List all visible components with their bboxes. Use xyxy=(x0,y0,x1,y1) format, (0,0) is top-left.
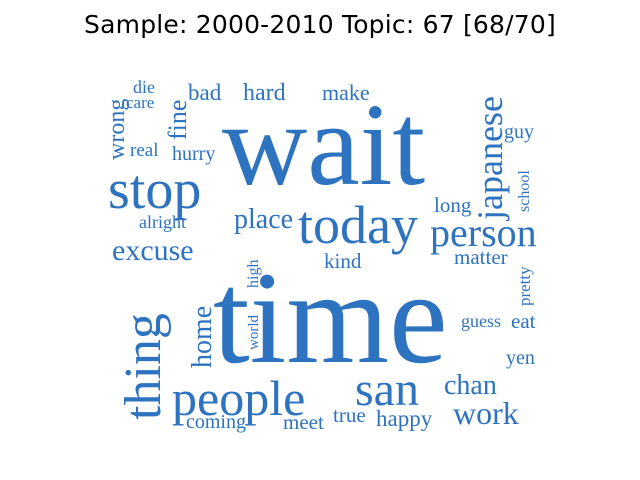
word-guy: guy xyxy=(504,121,534,143)
word-time: time xyxy=(213,244,448,391)
word-home: home xyxy=(187,306,218,368)
word-kind: kind xyxy=(324,249,362,273)
word-fine: fine xyxy=(163,100,192,140)
word-yen: yen xyxy=(506,347,535,369)
word-coming: coming xyxy=(186,411,246,433)
word-high: high xyxy=(245,260,262,288)
word-thing: thing xyxy=(115,313,172,420)
word-true: true xyxy=(333,403,366,427)
word-wait: wait xyxy=(222,79,425,210)
word-eat: eat xyxy=(511,309,536,333)
word-matter: matter xyxy=(454,245,508,269)
word-japanese: japanese xyxy=(470,96,510,222)
word-real: real xyxy=(130,140,158,161)
word-place: place xyxy=(234,204,293,235)
figure-title: Sample: 2000-2010 Topic: 67 [68/70] xyxy=(84,10,556,39)
word-happy: happy xyxy=(376,406,433,431)
word-guess: guess xyxy=(461,311,501,331)
word-die: die xyxy=(133,77,155,97)
word-make: make xyxy=(322,80,370,105)
word-world: world xyxy=(246,315,262,350)
word-care: care xyxy=(126,93,154,112)
word-long: long xyxy=(434,193,472,217)
word-meet: meet xyxy=(283,410,324,434)
word-work: work xyxy=(453,395,519,431)
word-hard: hard xyxy=(243,80,286,106)
word-excuse: excuse xyxy=(112,234,194,267)
word-person: person xyxy=(430,210,537,255)
word-people: people xyxy=(172,370,305,426)
word-hurry: hurry xyxy=(172,143,215,165)
word-alright: alright xyxy=(139,212,186,232)
word-school: school xyxy=(516,170,533,212)
word-bad: bad xyxy=(188,80,222,105)
word-today: today xyxy=(298,195,418,255)
word-pretty: pretty xyxy=(515,266,534,306)
word-san: san xyxy=(355,363,419,416)
word-wrong: wrong xyxy=(104,99,130,160)
word-chan: chan xyxy=(444,370,497,401)
word-stop: stop xyxy=(108,159,201,221)
